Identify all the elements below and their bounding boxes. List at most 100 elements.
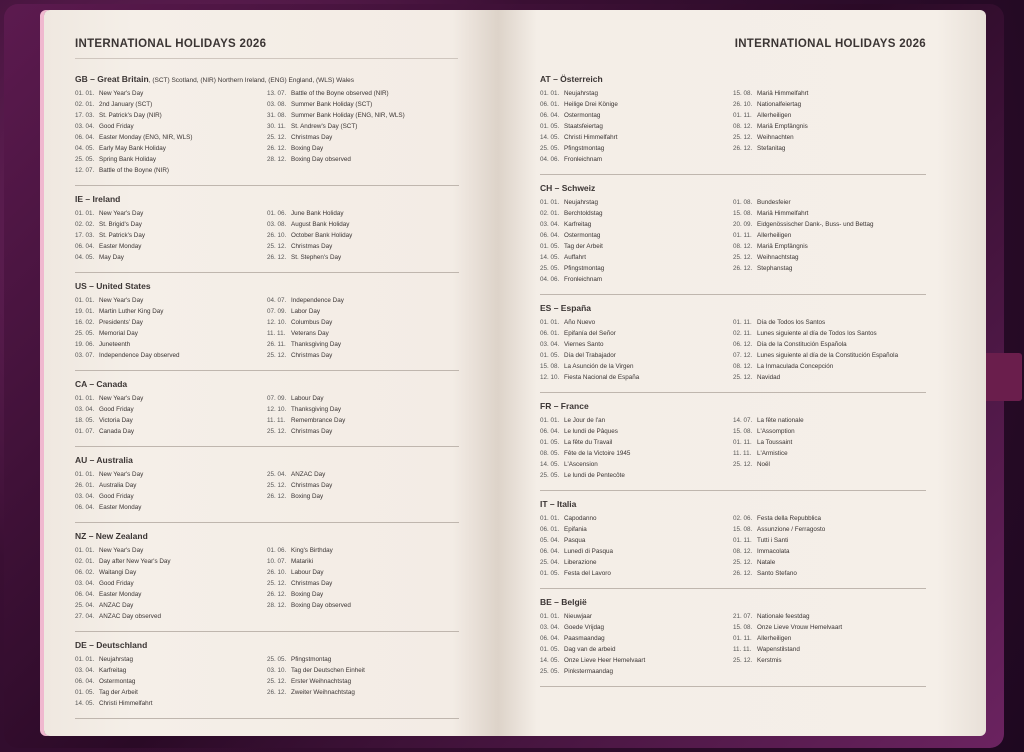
holiday-name: Neujahrstag [99, 656, 133, 663]
holiday-row: 25. 04. ANZAC Day [75, 600, 267, 611]
country-code: DE [75, 640, 87, 650]
holiday-row: 25. 12. Christmas Day [267, 350, 459, 361]
country-name: Italia [557, 499, 577, 509]
holiday-row: 17. 03. St. Patrick's Day (NIR) [75, 110, 267, 121]
holiday-row: 25. 12. Weihnachten [733, 132, 926, 143]
holiday-name: Early May Bank Holiday [99, 145, 166, 152]
holiday-columns: 01. 01. New Year's Day 02. 01. 2nd January … [75, 88, 459, 176]
holiday-date: 01. 01. [540, 613, 560, 620]
holiday-date: 04. 06. [540, 156, 560, 163]
page-title: INTERNATIONAL HOLIDAYS 2026 [734, 38, 926, 50]
separator: – [86, 531, 96, 541]
holiday-row: 06. 04. Le lundi de Pâques [540, 426, 733, 437]
holiday-date: 26. 12. [267, 493, 287, 500]
holiday-date: 03. 04. [75, 667, 95, 674]
holiday-date: 04. 05. [75, 145, 95, 152]
holiday-columns: 01. 01. New Year's Day 19. 01. Martin Luthe… [75, 295, 459, 361]
holiday-row: 01. 01. New Year's Day [75, 469, 267, 480]
holiday-name: Allerheiligen [757, 232, 792, 239]
holiday-row: 01. 05. Tag der Arbeit [540, 241, 733, 252]
holiday-date: 03. 04. [75, 406, 95, 413]
holiday-columns: 01. 01. Neujahrstag 02. 01. Berchtoldstag 03… [540, 197, 926, 285]
holiday-date: 03. 07. [75, 352, 95, 359]
country-section-ca: CA – Canada 01. 01. New Year's Day 03. 04. G… [75, 371, 459, 447]
holiday-name: Labour Day [291, 395, 324, 402]
holiday-date: 26. 12. [267, 689, 287, 696]
holiday-row: 04. 06. Fronleichnam [540, 274, 733, 285]
left-page: INTERNATIONAL HOLIDAYS 2026 GB – Great B… [44, 10, 498, 736]
holiday-name: King's Birthday [291, 547, 333, 554]
holiday-row: 01. 01. Le Jour de l'an [540, 415, 733, 426]
country-section-gb: GB – Great Britain, (SCT) Scotland, (NIR… [75, 66, 459, 186]
holiday-name: Veterans Day [291, 330, 329, 337]
holiday-date: 25. 05. [540, 265, 560, 272]
holiday-row: 26. 11. Thanksgiving Day [267, 339, 459, 350]
holiday-name: Independence Day [291, 297, 344, 304]
holiday-name: New Year's Day [99, 471, 144, 478]
holiday-name: Nieuwjaar [564, 613, 592, 620]
holiday-name: June Bank Holiday [291, 210, 344, 217]
holiday-name: Le lundi de Pentecôte [564, 472, 625, 479]
holiday-row: 01. 11. La Toussaint [733, 437, 926, 448]
holiday-name: Easter Monday (ENG, NIR, WLS) [99, 134, 193, 141]
holiday-date: 04. 07. [267, 297, 287, 304]
holiday-date: 08. 05. [540, 450, 560, 457]
holiday-date: 14. 05. [540, 254, 560, 261]
section-heading: DE – Deutschland [75, 638, 459, 654]
holiday-sections: GB – Great Britain, (SCT) Scotland, (NIR… [75, 66, 459, 719]
holiday-row: 25. 05. Spring Bank Holiday [75, 154, 267, 165]
holiday-date: 01. 01. [540, 417, 560, 424]
holiday-date: 26. 10. [267, 569, 287, 576]
holiday-date: 04. 06. [540, 276, 560, 283]
holiday-name: Lunedì di Pasqua [564, 548, 614, 555]
holiday-row: 06. 04. Easter Monday (ENG, NIR, WLS) [75, 132, 267, 143]
holiday-column-left: 01. 01. New Year's Day 02. 01. Day after Ne… [75, 545, 267, 622]
holiday-row: 04. 06. Fronleichnam [540, 154, 733, 165]
holiday-name: Christi Himmelfahrt [99, 700, 153, 707]
holiday-name: Summer Bank Holiday (ENG, NIR, WLS) [291, 112, 405, 119]
holiday-name: Allerheiligen [757, 112, 792, 119]
holiday-row: 01. 11. Allerheiligen [733, 110, 926, 121]
holiday-date: 12. 10. [267, 406, 287, 413]
holiday-column-right: 01. 06. King's Birthday 10. 07. Matariki 26.… [267, 545, 459, 622]
holiday-name: Día de la Constitución Española [757, 341, 847, 348]
holiday-name: Thanksgiving Day [291, 406, 342, 413]
holiday-date: 01. 05. [540, 570, 560, 577]
holiday-name: Boxing Day observed [291, 156, 351, 163]
holiday-row: 06. 02. Waitangi Day [75, 567, 267, 578]
holiday-name: L'Assomption [757, 428, 795, 435]
holiday-columns: 01. 01. Nieuwjaar 03. 04. Goede Vrijdag 06. … [540, 611, 926, 677]
holiday-row: 03. 07. Independence Day observed [75, 350, 267, 361]
holiday-date: 25. 12. [733, 559, 753, 566]
holiday-name: Christmas Day [291, 580, 333, 587]
holiday-name: Karfreitag [99, 667, 127, 674]
holiday-name: St. Patrick's Day [99, 232, 145, 239]
holiday-date: 15. 08. [733, 210, 753, 217]
separator: – [86, 379, 97, 389]
holiday-row: 30. 11. St. Andrew's Day (SCT) [267, 121, 459, 132]
holiday-row: 25. 12. Christmas Day [267, 426, 459, 437]
holiday-row: 03. 04. Viernes Santo [540, 339, 733, 350]
country-section-es: ES – España 01. 01. Año Nuevo 06. 01. Epifan… [540, 295, 926, 393]
holiday-date: 01. 11. [733, 537, 752, 544]
holiday-row: 25. 05. Pfingstmontag [267, 654, 459, 665]
holiday-columns: 01. 01. Año Nuevo 06. 01. Epifanía del Seño… [540, 317, 926, 383]
holiday-row: 28. 12. Boxing Day observed [267, 154, 459, 165]
holiday-row: 01. 01. Año Nuevo [540, 317, 733, 328]
holiday-row: 06. 04. Ostermontag [540, 230, 733, 241]
holiday-name: New Year's Day [99, 547, 144, 554]
holiday-row: 26. 12. Boxing Day [267, 491, 459, 502]
holiday-name: Berchtoldstag [564, 210, 603, 217]
section-heading: ES – España [540, 301, 926, 317]
holiday-date: 01. 05. [540, 646, 560, 653]
holiday-date: 01. 05. [75, 689, 95, 696]
holiday-column-right: 14. 07. La fête nationale 15. 08. L'Assompt… [733, 415, 926, 481]
section-heading: AU – Australia [75, 453, 459, 469]
country-name: New Zealand [95, 531, 148, 541]
holiday-date: 01. 11. [733, 112, 752, 119]
holiday-row: 03. 08. August Bank Holiday [267, 219, 459, 230]
holiday-name: Festa del Lavoro [564, 570, 611, 577]
holiday-row: 03. 04. Good Friday [75, 578, 267, 589]
holiday-name: Waitangi Day [99, 569, 137, 576]
holiday-name: Independence Day observed [99, 352, 180, 359]
